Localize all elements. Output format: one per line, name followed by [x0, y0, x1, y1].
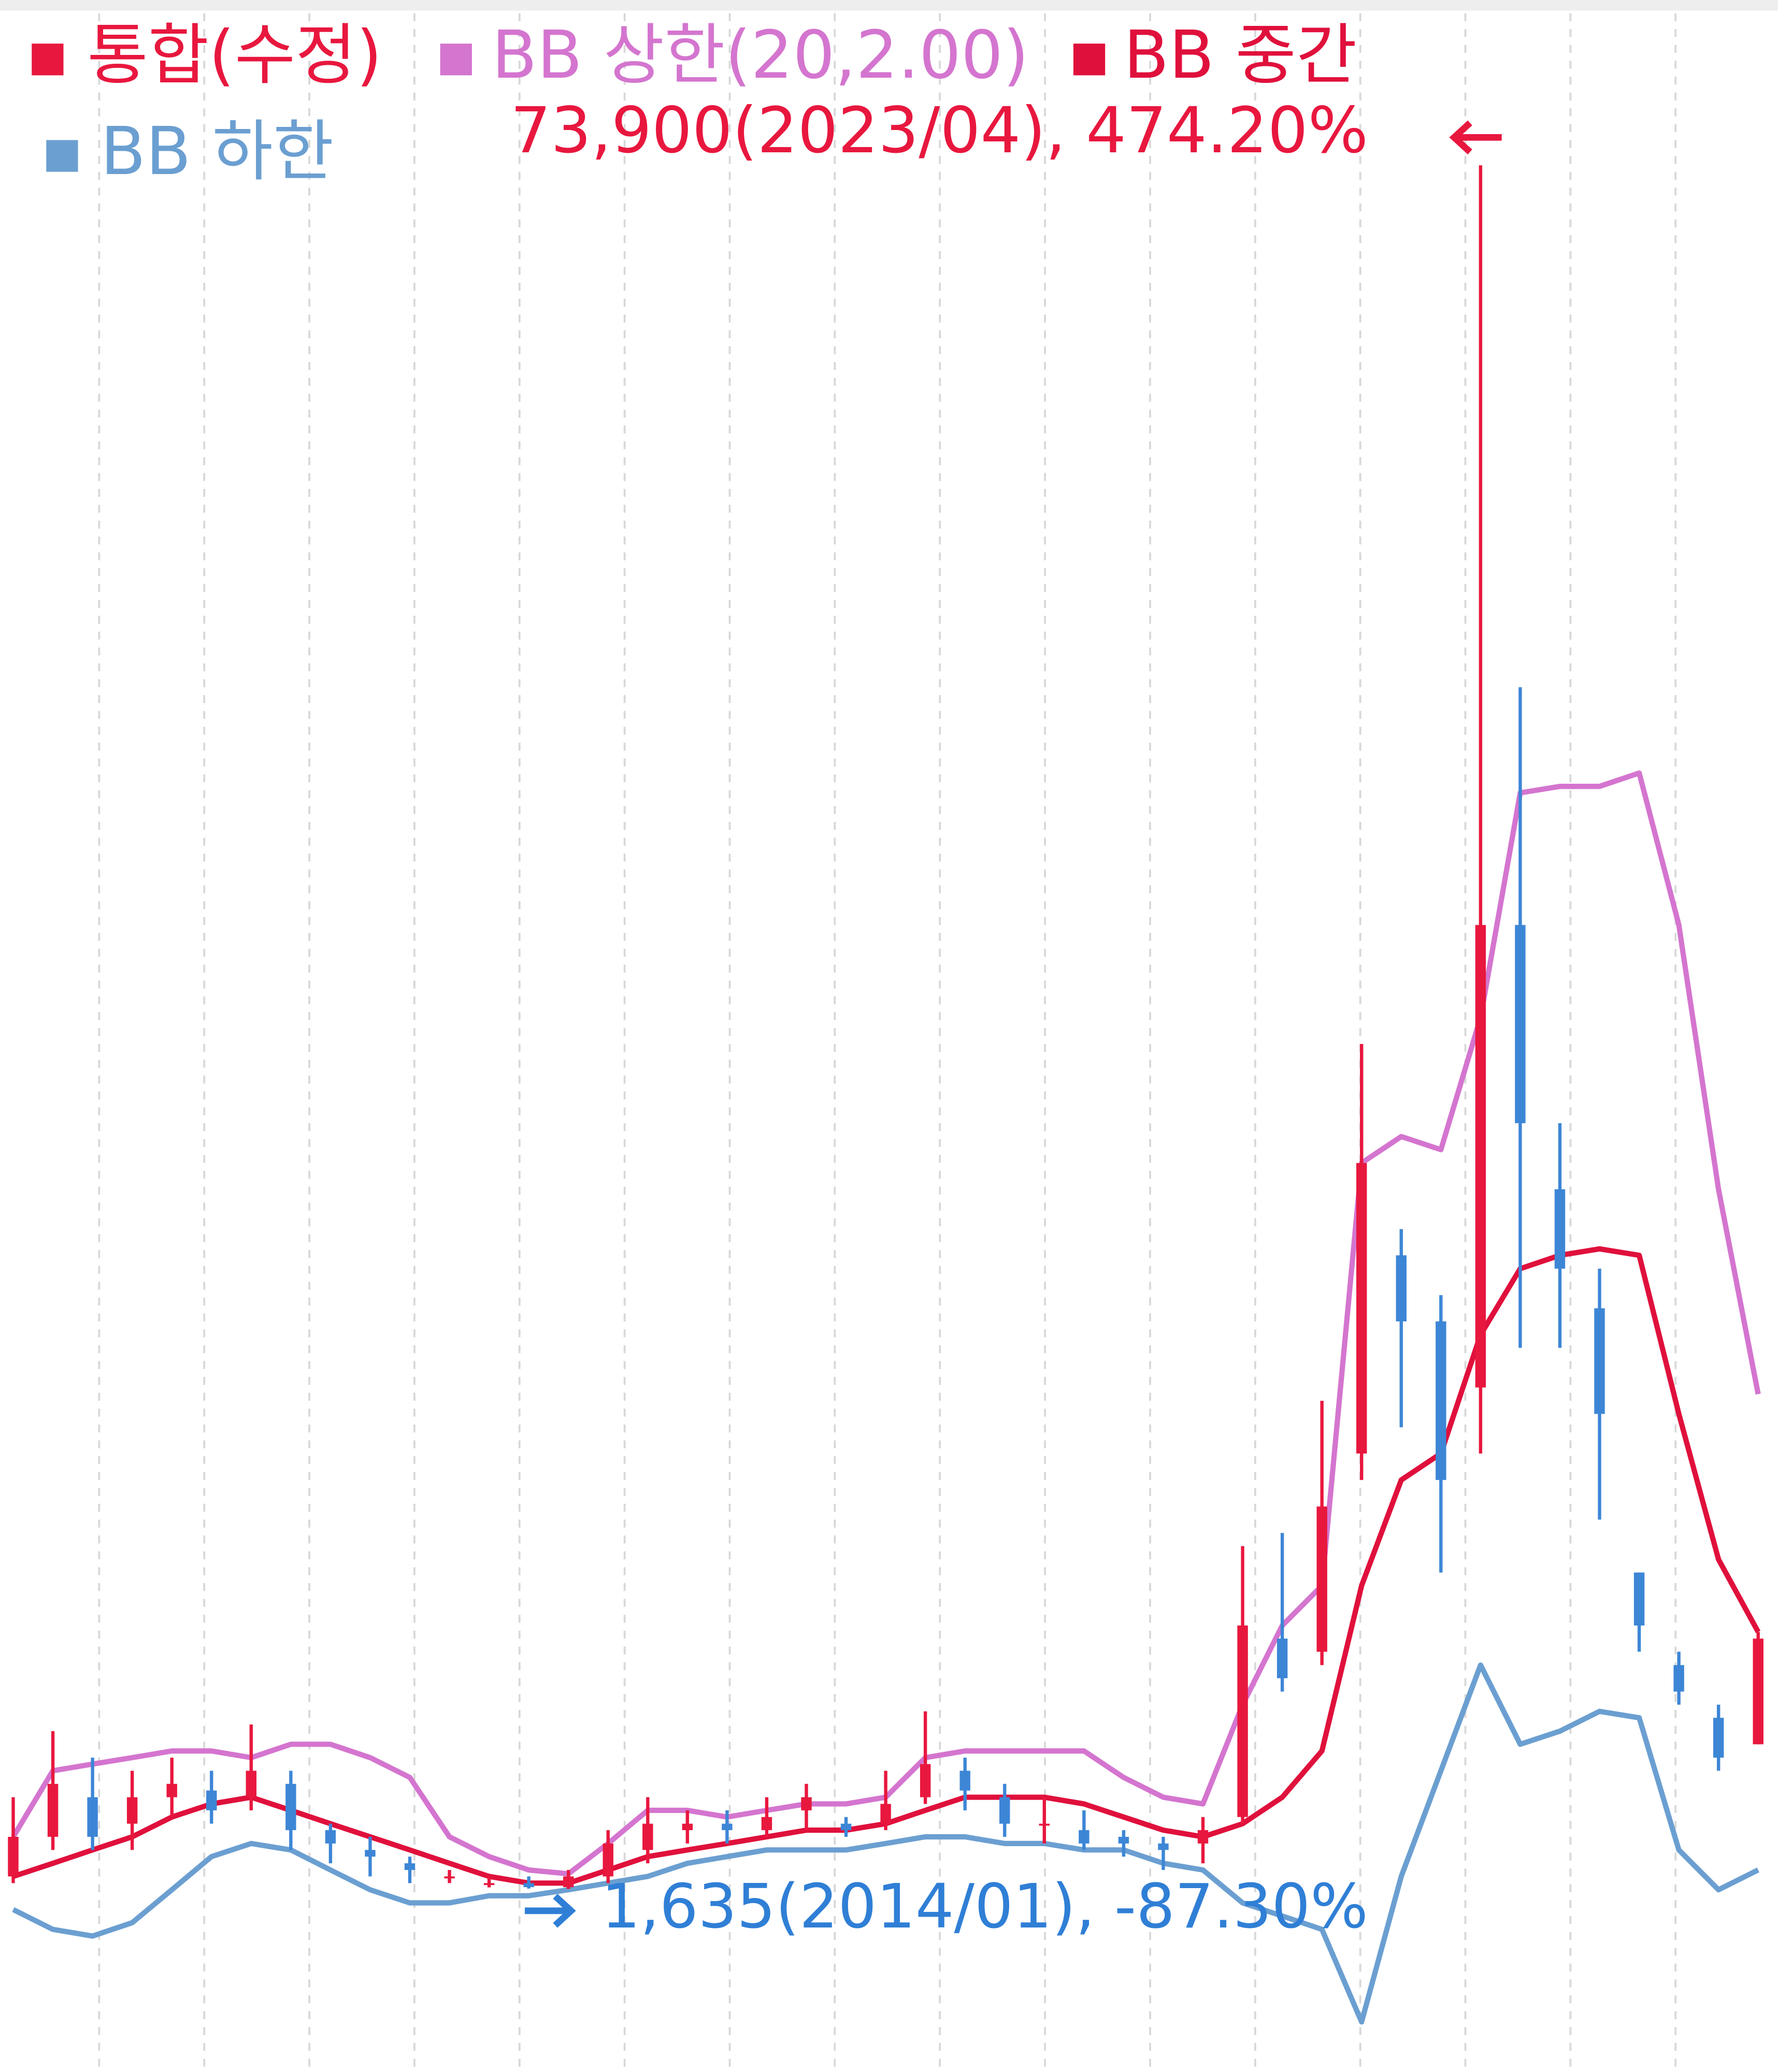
candle-body: [563, 1876, 574, 1888]
candle-body: [325, 1830, 336, 1844]
candle-body: [1633, 1572, 1645, 1626]
candle-body: [483, 1883, 495, 1886]
legend-label: BB 중간: [1124, 17, 1357, 94]
legend: 통합(수정) BB 상한(20,2.00) BB 중간 BB 하한: [32, 17, 1357, 190]
candle-body: [1158, 1843, 1169, 1850]
candle-body: [1673, 1665, 1684, 1692]
candle-body: [126, 1797, 138, 1824]
candle-body: [1356, 1163, 1367, 1454]
candle-body: [1039, 1823, 1050, 1826]
candle-body: [1515, 925, 1526, 1124]
candle-body: [840, 1823, 852, 1831]
candle-body: [246, 1771, 257, 1797]
band-line: [12, 1662, 1760, 2025]
candle-body: [880, 1804, 891, 1824]
candle-body: [206, 1790, 217, 1810]
candle-body: [761, 1817, 772, 1831]
max-arrow: [1449, 120, 1502, 155]
candle-body: [959, 1771, 970, 1791]
grid: [98, 13, 1677, 2072]
plot: [8, 165, 1763, 2025]
candle-body: [523, 1883, 534, 1888]
candle-body: [365, 1850, 376, 1857]
top-strip: [0, 0, 1778, 11]
min-arrow: [525, 1894, 576, 1928]
candle-body: [1475, 925, 1486, 1388]
candle-body: [920, 1764, 931, 1797]
candle-body: [1277, 1638, 1288, 1678]
legend-label: BB 상한(20,2.00): [492, 17, 1029, 94]
legend-swatch: [1073, 44, 1106, 76]
max-annotation: 73,900(2023/04), 474.20%: [510, 93, 1368, 167]
candle-body: [603, 1843, 613, 1877]
legend-swatch: [32, 44, 64, 76]
candle-body: [1079, 1830, 1089, 1844]
legend-swatch: [440, 44, 472, 76]
candle-body: [1594, 1308, 1605, 1414]
candle-body: [1554, 1189, 1566, 1269]
candle-body: [801, 1797, 812, 1810]
min-annotation: 1,635(2014/01), -87.30%: [601, 1871, 1368, 1942]
candle-body: [1118, 1836, 1129, 1844]
candle-body: [1316, 1506, 1327, 1652]
candle-body: [47, 1783, 59, 1837]
candle-body: [999, 1797, 1010, 1824]
candle-body: [1396, 1255, 1407, 1321]
legend-label: BB 하한: [101, 113, 334, 190]
candle-body: [285, 1783, 296, 1831]
candle-body: [1237, 1625, 1248, 1817]
candle-body: [682, 1823, 693, 1831]
candle-body: [1713, 1718, 1724, 1758]
candle-body: [642, 1823, 653, 1850]
candle-body: [1436, 1321, 1446, 1480]
candle-body: [722, 1823, 733, 1831]
candle-body: [404, 1863, 415, 1870]
candle-body: [8, 1836, 19, 1877]
candle-body: [444, 1876, 455, 1879]
candle-body: [166, 1783, 177, 1797]
legend-label: 통합(수정): [87, 17, 382, 94]
candle-body: [1753, 1638, 1763, 1745]
candle-body: [1197, 1830, 1209, 1844]
legend-swatch: [46, 140, 78, 172]
candle-body: [87, 1797, 98, 1837]
